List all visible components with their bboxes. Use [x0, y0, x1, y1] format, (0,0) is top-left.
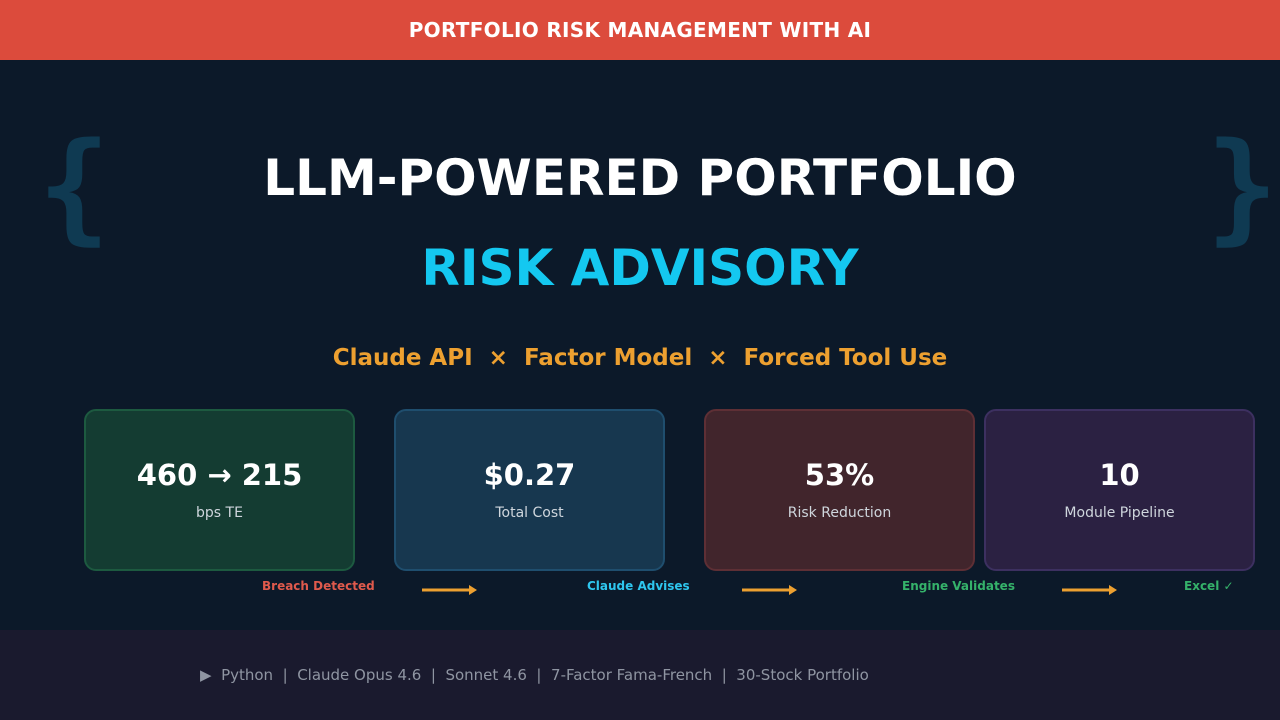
flow-arrow-icon [742, 585, 797, 595]
stat-label: Module Pipeline [1064, 505, 1175, 521]
main-title: LLM-POWERED PORTFOLIO [263, 149, 1017, 207]
flow-arrow-icon [422, 585, 477, 595]
stat-card-tracking-error: 460 → 215 bps TE [84, 409, 355, 571]
stat-card-module-pipeline: 10 Module Pipeline [984, 409, 1255, 571]
banner-title: PORTFOLIO RISK MANAGEMENT WITH AI [408, 18, 872, 42]
flow-step-breach-detected: Breach Detected [262, 579, 375, 593]
flow-step-engine-validates: Engine Validates [902, 579, 1015, 593]
subtitle: Claude API × Factor Model × Forced Tool … [332, 345, 948, 371]
stat-label: Risk Reduction [787, 505, 892, 521]
stat-label: bps TE [196, 505, 243, 521]
top-banner: PORTFOLIO RISK MANAGEMENT WITH AI [0, 0, 1280, 60]
stat-card-risk-reduction: 53% Risk Reduction [704, 409, 975, 571]
main-title-highlight: RISK ADVISORY [421, 239, 859, 297]
left-brace-decoration: { [38, 118, 111, 257]
stat-value: 460 → 215 [136, 458, 303, 492]
footer-bar [0, 630, 1280, 720]
footer-tech-stack: ▶ Python | Claude Opus 4.6 | Sonnet 4.6 … [200, 666, 869, 684]
stat-label: Total Cost [495, 505, 564, 521]
flow-step-claude-advises: Claude Advises [587, 579, 690, 593]
stat-value: $0.27 [483, 458, 576, 492]
stat-card-total-cost: $0.27 Total Cost [394, 409, 665, 571]
flow-step-excel: Excel ✓ [1184, 579, 1234, 593]
stat-value: 10 [1099, 458, 1140, 492]
stat-value: 53% [804, 458, 875, 492]
flow-arrow-icon [1062, 585, 1117, 595]
right-brace-decoration: } [1206, 118, 1279, 257]
